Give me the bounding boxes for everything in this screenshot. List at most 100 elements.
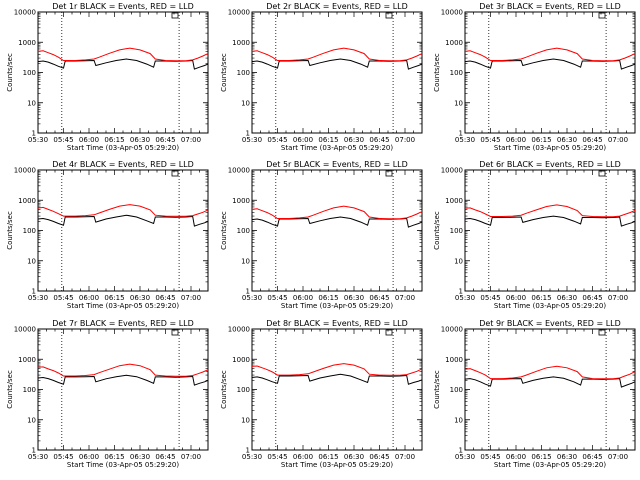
y-tick-label: 100 xyxy=(237,227,250,235)
x-tick-label: 05:30 xyxy=(455,453,475,461)
series-line xyxy=(251,47,423,62)
plot-title: Det 6r BLACK = Events, RED = LLD xyxy=(479,160,621,169)
y-tick-label: 10 xyxy=(454,257,463,265)
plot-title: Det 9r BLACK = Events, RED = LLD xyxy=(479,319,621,328)
x-tick-label: 06:45 xyxy=(369,453,389,461)
x-axis-label: Start Time (03-Apr-05 05:29:20) xyxy=(494,144,606,152)
x-tick-label: 06:45 xyxy=(155,453,175,461)
x-tick-label: 06:15 xyxy=(531,294,551,302)
x-tick-label: 06:00 xyxy=(506,136,526,144)
series-line xyxy=(251,373,423,385)
x-tick-label: 06:15 xyxy=(104,453,124,461)
x-tick-label: 06:00 xyxy=(79,136,99,144)
x-tick-label: 06:15 xyxy=(318,294,338,302)
y-tick-label: 10 xyxy=(454,416,463,424)
plot-frame xyxy=(37,169,209,292)
y-tick-label: 1 xyxy=(459,447,463,455)
y-tick-label: 1 xyxy=(32,130,36,138)
y-tick-label: 10 xyxy=(27,416,36,424)
y-tick-label: 100 xyxy=(237,386,250,394)
series-line xyxy=(464,204,636,218)
series-line xyxy=(464,376,636,388)
series-line xyxy=(37,58,209,70)
x-tick-label: 06:30 xyxy=(557,136,577,144)
x-tick-label: 06:45 xyxy=(582,294,602,302)
y-tick-label: 1 xyxy=(32,447,36,455)
y-axis-label: Counts/sec xyxy=(220,370,228,409)
y-tick-label: 1000 xyxy=(445,356,463,364)
plot-frame xyxy=(464,169,636,292)
y-tick-label: 10000 xyxy=(14,9,36,17)
y-tick-label: 1000 xyxy=(445,39,463,47)
legend-box xyxy=(385,170,393,177)
x-tick-label: 05:30 xyxy=(455,136,475,144)
x-tick-label: 05:45 xyxy=(480,453,500,461)
series-line xyxy=(464,215,636,227)
y-axis-label: Counts/sec xyxy=(6,370,14,409)
y-tick-label: 10000 xyxy=(228,9,250,17)
y-tick-label: 10 xyxy=(27,99,36,107)
x-tick-label: 06:45 xyxy=(582,136,602,144)
x-tick-label: 05:30 xyxy=(28,294,48,302)
x-tick-label: 06:00 xyxy=(293,294,313,302)
x-tick-label: 05:45 xyxy=(267,453,287,461)
y-tick-label: 10000 xyxy=(14,167,36,175)
x-tick-label: 06:30 xyxy=(344,453,364,461)
y-axis-label: Counts/sec xyxy=(220,211,228,250)
y-axis-label: Counts/sec xyxy=(6,211,14,250)
detector-plot: Det 7r BLACK = Events, RED = LLD 1 10 100 10… xyxy=(6,319,209,469)
y-tick-label: 10000 xyxy=(228,167,250,175)
x-tick-label: 06:30 xyxy=(557,294,577,302)
plot-frame xyxy=(251,328,423,451)
detector-plot: Det 8r BLACK = Events, RED = LLD 1 10 100 10… xyxy=(220,319,423,469)
x-tick-label: 06:00 xyxy=(79,453,99,461)
legend-box xyxy=(385,12,393,19)
x-tick-label: 06:15 xyxy=(104,136,124,144)
y-tick-label: 100 xyxy=(23,386,36,394)
y-tick-label: 100 xyxy=(450,227,463,235)
x-tick-label: 05:45 xyxy=(53,453,73,461)
y-axis-label: Counts/sec xyxy=(6,53,14,92)
x-tick-label: 05:30 xyxy=(242,294,262,302)
x-tick-label: 07:00 xyxy=(608,294,628,302)
plot-title: Det 4r BLACK = Events, RED = LLD xyxy=(52,160,194,169)
x-tick-label: 06:45 xyxy=(155,294,175,302)
plot-frame xyxy=(251,11,423,134)
y-tick-label: 1000 xyxy=(232,197,250,205)
x-tick-label: 05:45 xyxy=(53,136,73,144)
y-tick-label: 10000 xyxy=(441,9,463,17)
y-axis-label: Counts/sec xyxy=(433,53,441,92)
y-tick-label: 1000 xyxy=(232,39,250,47)
x-tick-label: 07:00 xyxy=(608,136,628,144)
plot-title: Det 5r BLACK = Events, RED = LLD xyxy=(266,160,408,169)
x-tick-label: 07:00 xyxy=(395,136,415,144)
y-tick-label: 1000 xyxy=(18,39,36,47)
detector-plot: Det 1r BLACK = Events, RED = LLD 1 10 100 10… xyxy=(6,2,209,152)
x-tick-label: 07:00 xyxy=(395,453,415,461)
series-line xyxy=(37,204,209,217)
x-tick-label: 06:00 xyxy=(506,453,526,461)
x-axis-label: Start Time (03-Apr-05 05:29:20) xyxy=(67,144,179,152)
detector-plot: Det 2r BLACK = Events, RED = LLD 1 10 100 10… xyxy=(220,2,423,152)
y-tick-label: 100 xyxy=(237,69,250,77)
legend-box xyxy=(598,12,606,19)
detector-plot: Det 9r BLACK = Events, RED = LLD 1 10 100 10… xyxy=(433,319,636,469)
x-tick-label: 05:45 xyxy=(267,294,287,302)
plot-frame xyxy=(464,11,636,134)
series-line xyxy=(251,58,423,70)
plot-frame xyxy=(37,11,209,134)
x-tick-label: 06:45 xyxy=(369,294,389,302)
x-tick-label: 06:30 xyxy=(344,136,364,144)
legend-box xyxy=(171,170,179,177)
x-tick-label: 05:45 xyxy=(480,294,500,302)
x-tick-label: 06:30 xyxy=(130,453,150,461)
x-tick-label: 07:00 xyxy=(181,294,201,302)
plot-frame xyxy=(251,169,423,292)
detector-plot: Det 4r BLACK = Events, RED = LLD 1 10 100 10… xyxy=(6,160,209,310)
series-line xyxy=(37,374,209,386)
y-tick-label: 10000 xyxy=(441,167,463,175)
x-tick-label: 05:45 xyxy=(53,294,73,302)
x-tick-label: 05:30 xyxy=(242,453,262,461)
x-tick-label: 05:45 xyxy=(267,136,287,144)
